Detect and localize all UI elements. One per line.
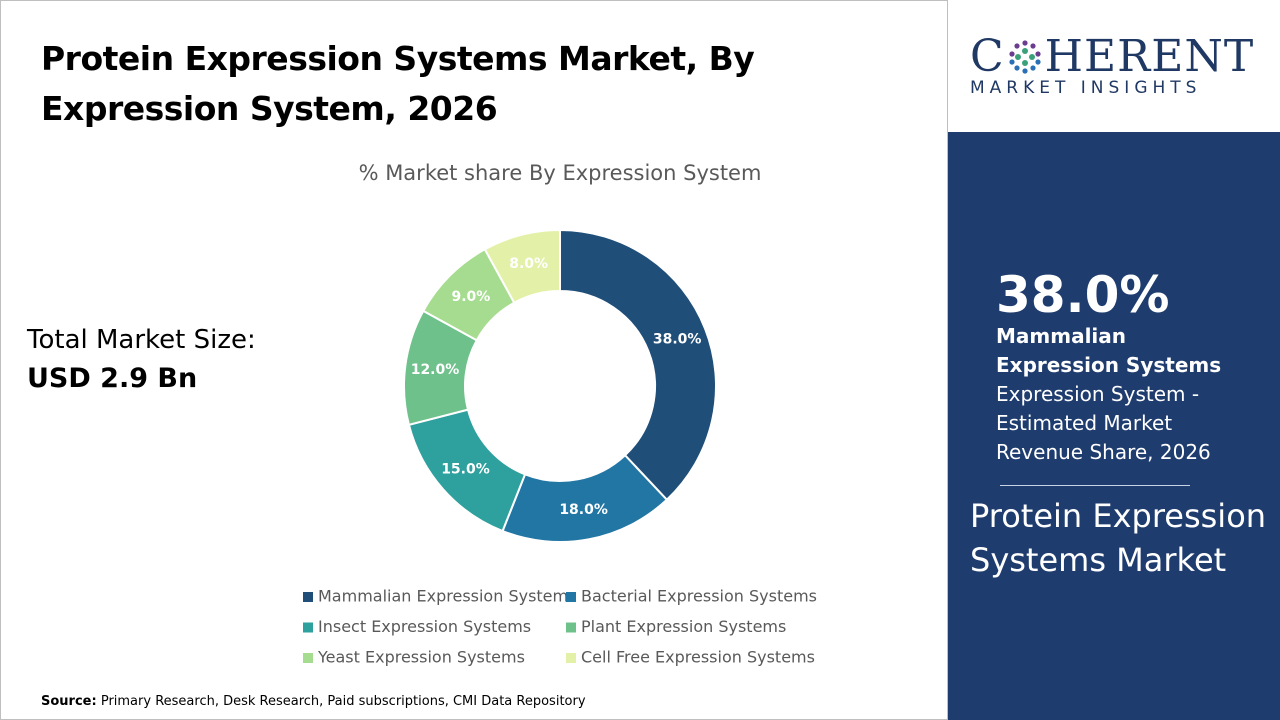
- source: Source: Primary Research, Desk Research,…: [41, 694, 586, 709]
- divider: [1000, 485, 1190, 486]
- legend-swatch: [566, 622, 576, 633]
- donut-slice: [483, 228, 561, 305]
- legend-label: Yeast Expression Systems: [317, 648, 525, 667]
- logo: C HERENT MARKET INSIGHTS: [948, 0, 1280, 132]
- logo-name-start: C: [970, 31, 1005, 82]
- legend-label: Bacterial Expression Systems: [581, 587, 817, 606]
- legend-label: Insect Expression Systems: [318, 617, 531, 636]
- source-text: Primary Research, Desk Research, Paid su…: [100, 694, 586, 709]
- data-label: 12.0%: [411, 362, 460, 378]
- highlight-text: Expression System - Estimated Market Rev…: [996, 382, 1211, 464]
- legend-label: Cell Free Expression Systems: [581, 648, 815, 667]
- legend-swatch: [566, 592, 576, 602]
- data-label: 8.0%: [509, 256, 548, 272]
- legend-swatch: [303, 592, 313, 602]
- highlight-value: 38.0%: [996, 266, 1170, 324]
- logo-name: C HERENT: [970, 28, 1254, 82]
- highlight-segment: Mammalian Expression Systems: [996, 324, 1222, 377]
- highlight-description: Mammalian Expression Systems Expression …: [996, 322, 1246, 467]
- market-size-value: USD 2.9 Bn: [27, 363, 198, 394]
- legend-label: Plant Expression Systems: [581, 617, 786, 636]
- data-label: 38.0%: [653, 332, 702, 348]
- market-size-label: Total Market Size:: [27, 325, 256, 355]
- market-name: Protein Expression Systems Market: [970, 497, 1267, 579]
- source-label: Source:: [41, 694, 97, 709]
- legend-label: Mammalian Expression Systems: [318, 587, 576, 606]
- donut-slice: [559, 228, 717, 502]
- legend-swatch: [566, 653, 576, 663]
- legend-swatch: [303, 653, 313, 663]
- chart: % Market share By Expression System 38.0…: [303, 161, 817, 667]
- logo-tagline: MARKET INSIGHTS: [970, 78, 1202, 98]
- chart-title: % Market share By Expression System: [359, 161, 762, 185]
- main-panel: Protein Expression Systems Market, By Ex…: [0, 0, 948, 720]
- data-label: 9.0%: [451, 289, 490, 305]
- legend-swatch: [303, 622, 313, 633]
- page-title: Protein Expression Systems Market, By Ex…: [41, 39, 755, 128]
- data-label: 18.0%: [559, 502, 608, 518]
- data-label: 15.0%: [441, 461, 490, 477]
- logo-globe: [1009, 39, 1041, 74]
- logo-name-end: HERENT: [1044, 31, 1255, 82]
- sidebar: 38.0% Mammalian Expression Systems Expre…: [948, 132, 1280, 720]
